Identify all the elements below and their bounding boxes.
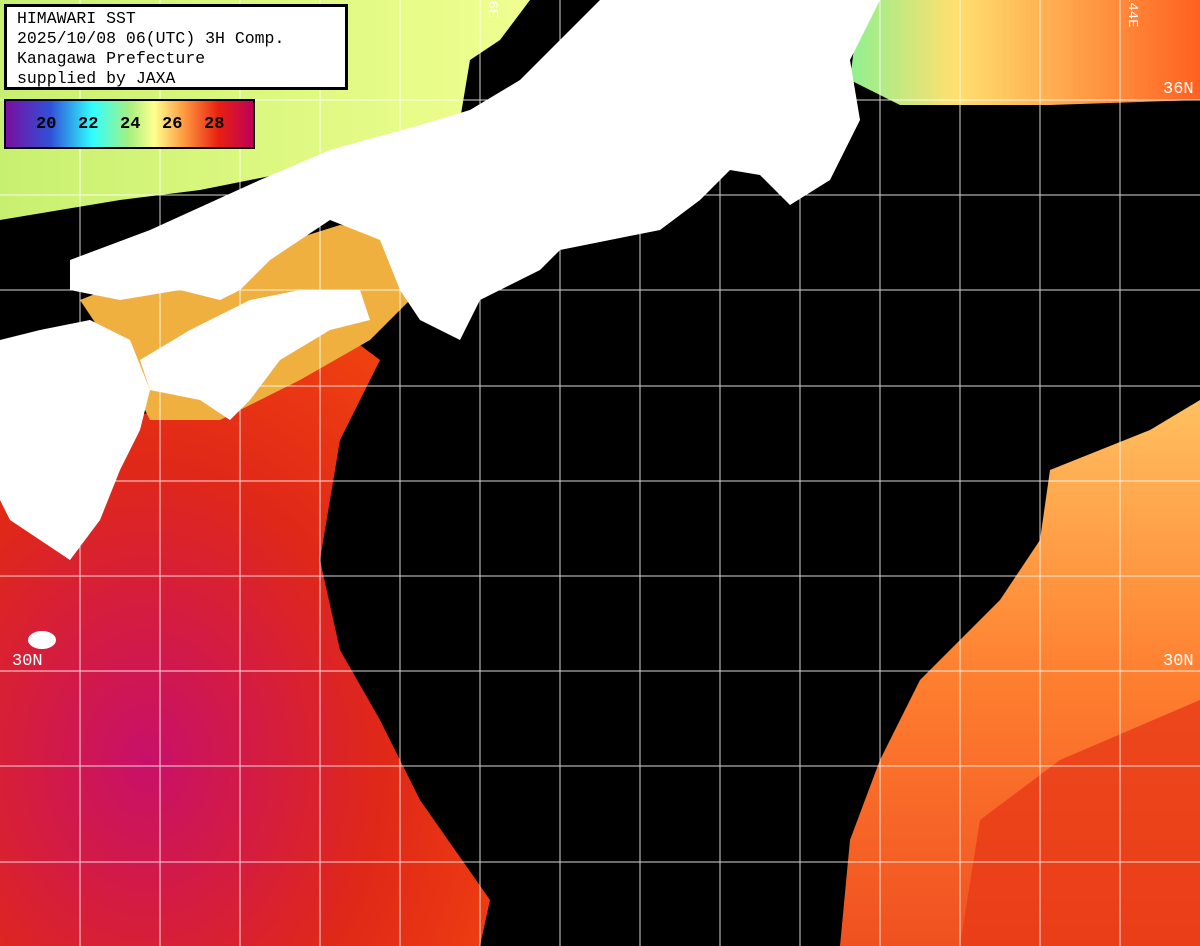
lat-label-30n-left: 30N bbox=[12, 652, 43, 671]
title-organization: Kanagawa Prefecture bbox=[17, 49, 206, 68]
colorbar-tick: 26 bbox=[162, 114, 183, 134]
title-supplier: supplied by JAXA bbox=[17, 69, 176, 88]
lat-label-30n-right: 30N bbox=[1163, 652, 1194, 671]
title-datetime: 2025/10/08 06(UTC) 3H Comp. bbox=[17, 29, 285, 48]
title-product: HIMAWARI SST bbox=[17, 9, 136, 28]
east-warm-core bbox=[960, 700, 1200, 946]
land-shikoku bbox=[140, 290, 370, 420]
land-kyushu bbox=[0, 320, 150, 560]
colorbar-tick: 28 bbox=[204, 114, 225, 134]
color-bar-legend: 20 22 24 26 28 bbox=[4, 99, 255, 149]
colorbar-tick: 20 bbox=[36, 114, 57, 134]
northeast-sst bbox=[850, 0, 1200, 105]
lat-label-36n: 36N bbox=[1163, 80, 1194, 99]
colorbar-tick: 24 bbox=[120, 114, 141, 134]
kuroshio-sst bbox=[0, 330, 490, 946]
lon-label-144e: 144E bbox=[1124, 0, 1140, 28]
land-island bbox=[28, 631, 56, 649]
lon-label-136e: 136E bbox=[484, 0, 500, 18]
title-box: HIMAWARI SST 2025/10/08 06(UTC) 3H Comp.… bbox=[4, 4, 348, 90]
colorbar-tick: 22 bbox=[78, 114, 99, 134]
land-honshu bbox=[70, 0, 880, 340]
